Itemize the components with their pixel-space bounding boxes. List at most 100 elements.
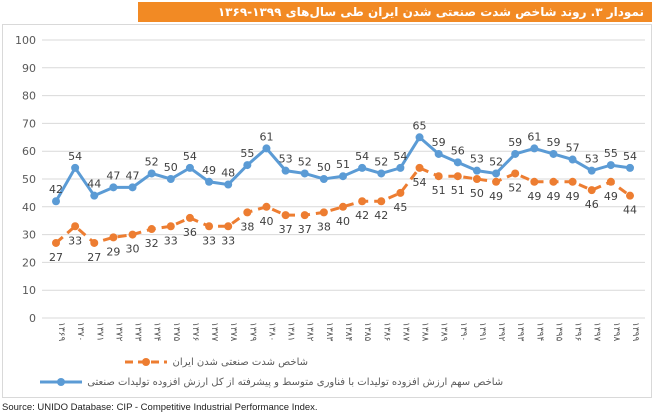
data-point [358, 163, 367, 172]
x-tick-label: ۱۳۷۷ [209, 322, 219, 342]
data-label: 36 [183, 226, 197, 239]
data-point [492, 169, 501, 178]
data-label: 47 [126, 169, 140, 182]
data-label: 65 [413, 119, 427, 132]
data-point [606, 177, 615, 186]
data-point [396, 163, 405, 172]
data-point [281, 211, 290, 220]
y-tick-label: 90 [22, 62, 36, 75]
data-point [185, 163, 194, 172]
data-label: 59 [432, 136, 446, 149]
y-tick-label: 100 [15, 34, 36, 47]
x-tick-label: ۱۳۷۹ [247, 322, 257, 342]
data-label: 37 [279, 223, 293, 236]
data-point [71, 222, 80, 231]
data-point [377, 169, 386, 178]
data-label: 54 [413, 176, 427, 189]
legend-item-orange: شاخص شدت صنعتی شدن ایران [123, 357, 308, 368]
data-label: 37 [298, 223, 312, 236]
data-label: 54 [623, 150, 637, 163]
data-point [530, 144, 539, 153]
x-tick-label: ۱۳۷۵ [171, 322, 181, 342]
x-tick-label: ۱۳۹۴ [534, 322, 544, 342]
y-tick-label: 30 [22, 229, 36, 242]
data-label: 38 [240, 220, 254, 233]
x-tick-label: ۱۳۹۶ [573, 322, 583, 342]
legend-item-blue: شاخص سهم ارزش افزوده تولیدات با فناوری م… [38, 377, 503, 388]
data-label: 49 [489, 190, 503, 203]
data-label: 53 [470, 153, 484, 166]
data-label: 27 [87, 251, 101, 264]
data-label: 54 [393, 150, 407, 163]
x-tick-label: ۱۳۹۰ [458, 322, 468, 341]
data-point [511, 169, 520, 178]
x-tick-label: ۱۳۹۵ [553, 322, 563, 342]
data-point [224, 180, 233, 189]
x-tick-label: ۱۳۸۱ [286, 322, 296, 341]
y-tick-label: 40 [22, 201, 36, 214]
data-point [262, 144, 271, 153]
x-tick-label: ۱۳۹۳ [515, 322, 525, 342]
data-label: 42 [355, 209, 369, 222]
data-point [147, 225, 156, 234]
y-tick-label: 70 [22, 117, 36, 130]
data-point [530, 177, 539, 186]
data-point [52, 238, 60, 247]
data-label: 50 [164, 161, 178, 174]
legend-marker-solid-icon [40, 378, 82, 386]
data-point [262, 202, 271, 211]
data-point [243, 161, 252, 170]
data-point [300, 211, 309, 220]
data-point [415, 133, 424, 142]
x-tick-label: ۱۳۷۴ [152, 322, 162, 342]
legend-marker-dashed-icon [125, 358, 168, 366]
y-tick-label: 60 [22, 145, 36, 158]
data-label: 51 [432, 184, 446, 197]
data-point [205, 177, 214, 186]
x-tick-label: ۱۳۸۲ [305, 322, 315, 342]
data-label: 53 [279, 153, 293, 166]
x-tick-label: ۱۳۸۸ [420, 322, 430, 342]
data-point [415, 163, 424, 172]
data-label: 42 [49, 183, 63, 196]
x-tick-label: ۱۳۸۴ [343, 322, 353, 342]
data-label: 33 [164, 234, 178, 247]
data-label: 57 [566, 142, 580, 155]
data-point [205, 222, 214, 231]
data-point [587, 186, 596, 195]
x-tick-label: ۱۳۸۷ [400, 322, 410, 342]
data-point [90, 191, 99, 200]
data-label: 32 [145, 237, 159, 250]
data-point [606, 161, 615, 170]
data-point [472, 166, 481, 175]
data-point [166, 175, 175, 183]
data-label: 61 [527, 130, 541, 143]
data-point [377, 197, 386, 206]
y-tick-label: 20 [22, 256, 36, 269]
data-point [319, 175, 328, 183]
data-label: 54 [183, 150, 197, 163]
x-tick-label: ۱۳۷۱ [94, 322, 104, 341]
data-label: 55 [240, 147, 254, 160]
y-tick-label: 10 [22, 284, 36, 297]
data-point [128, 230, 137, 239]
chart-title: نمودار ۳. روند شاخص شدت صنعتی شدن ایران … [138, 2, 652, 22]
data-point [453, 158, 462, 167]
x-tick-label: ۱۳۷۳ [133, 322, 143, 342]
x-tick-label: ۱۳۹۸ [611, 322, 621, 342]
data-point [339, 202, 347, 211]
data-point [434, 172, 443, 181]
data-label: 38 [317, 220, 331, 233]
y-tick-label: 50 [22, 173, 36, 186]
data-point [109, 183, 118, 192]
data-label: 59 [508, 136, 522, 149]
data-label: 44 [623, 204, 637, 217]
data-point [434, 149, 443, 158]
x-tick-label: ۱۳۸۰ [266, 322, 276, 341]
legend-label: شاخص سهم ارزش افزوده تولیدات با فناوری م… [87, 377, 504, 388]
data-point [147, 169, 156, 178]
data-label: 51 [451, 184, 465, 197]
x-tick-label: ۱۳۹۷ [592, 322, 602, 342]
data-label: 52 [508, 181, 522, 194]
x-tick-label: ۱۳۷۶ [190, 322, 200, 342]
